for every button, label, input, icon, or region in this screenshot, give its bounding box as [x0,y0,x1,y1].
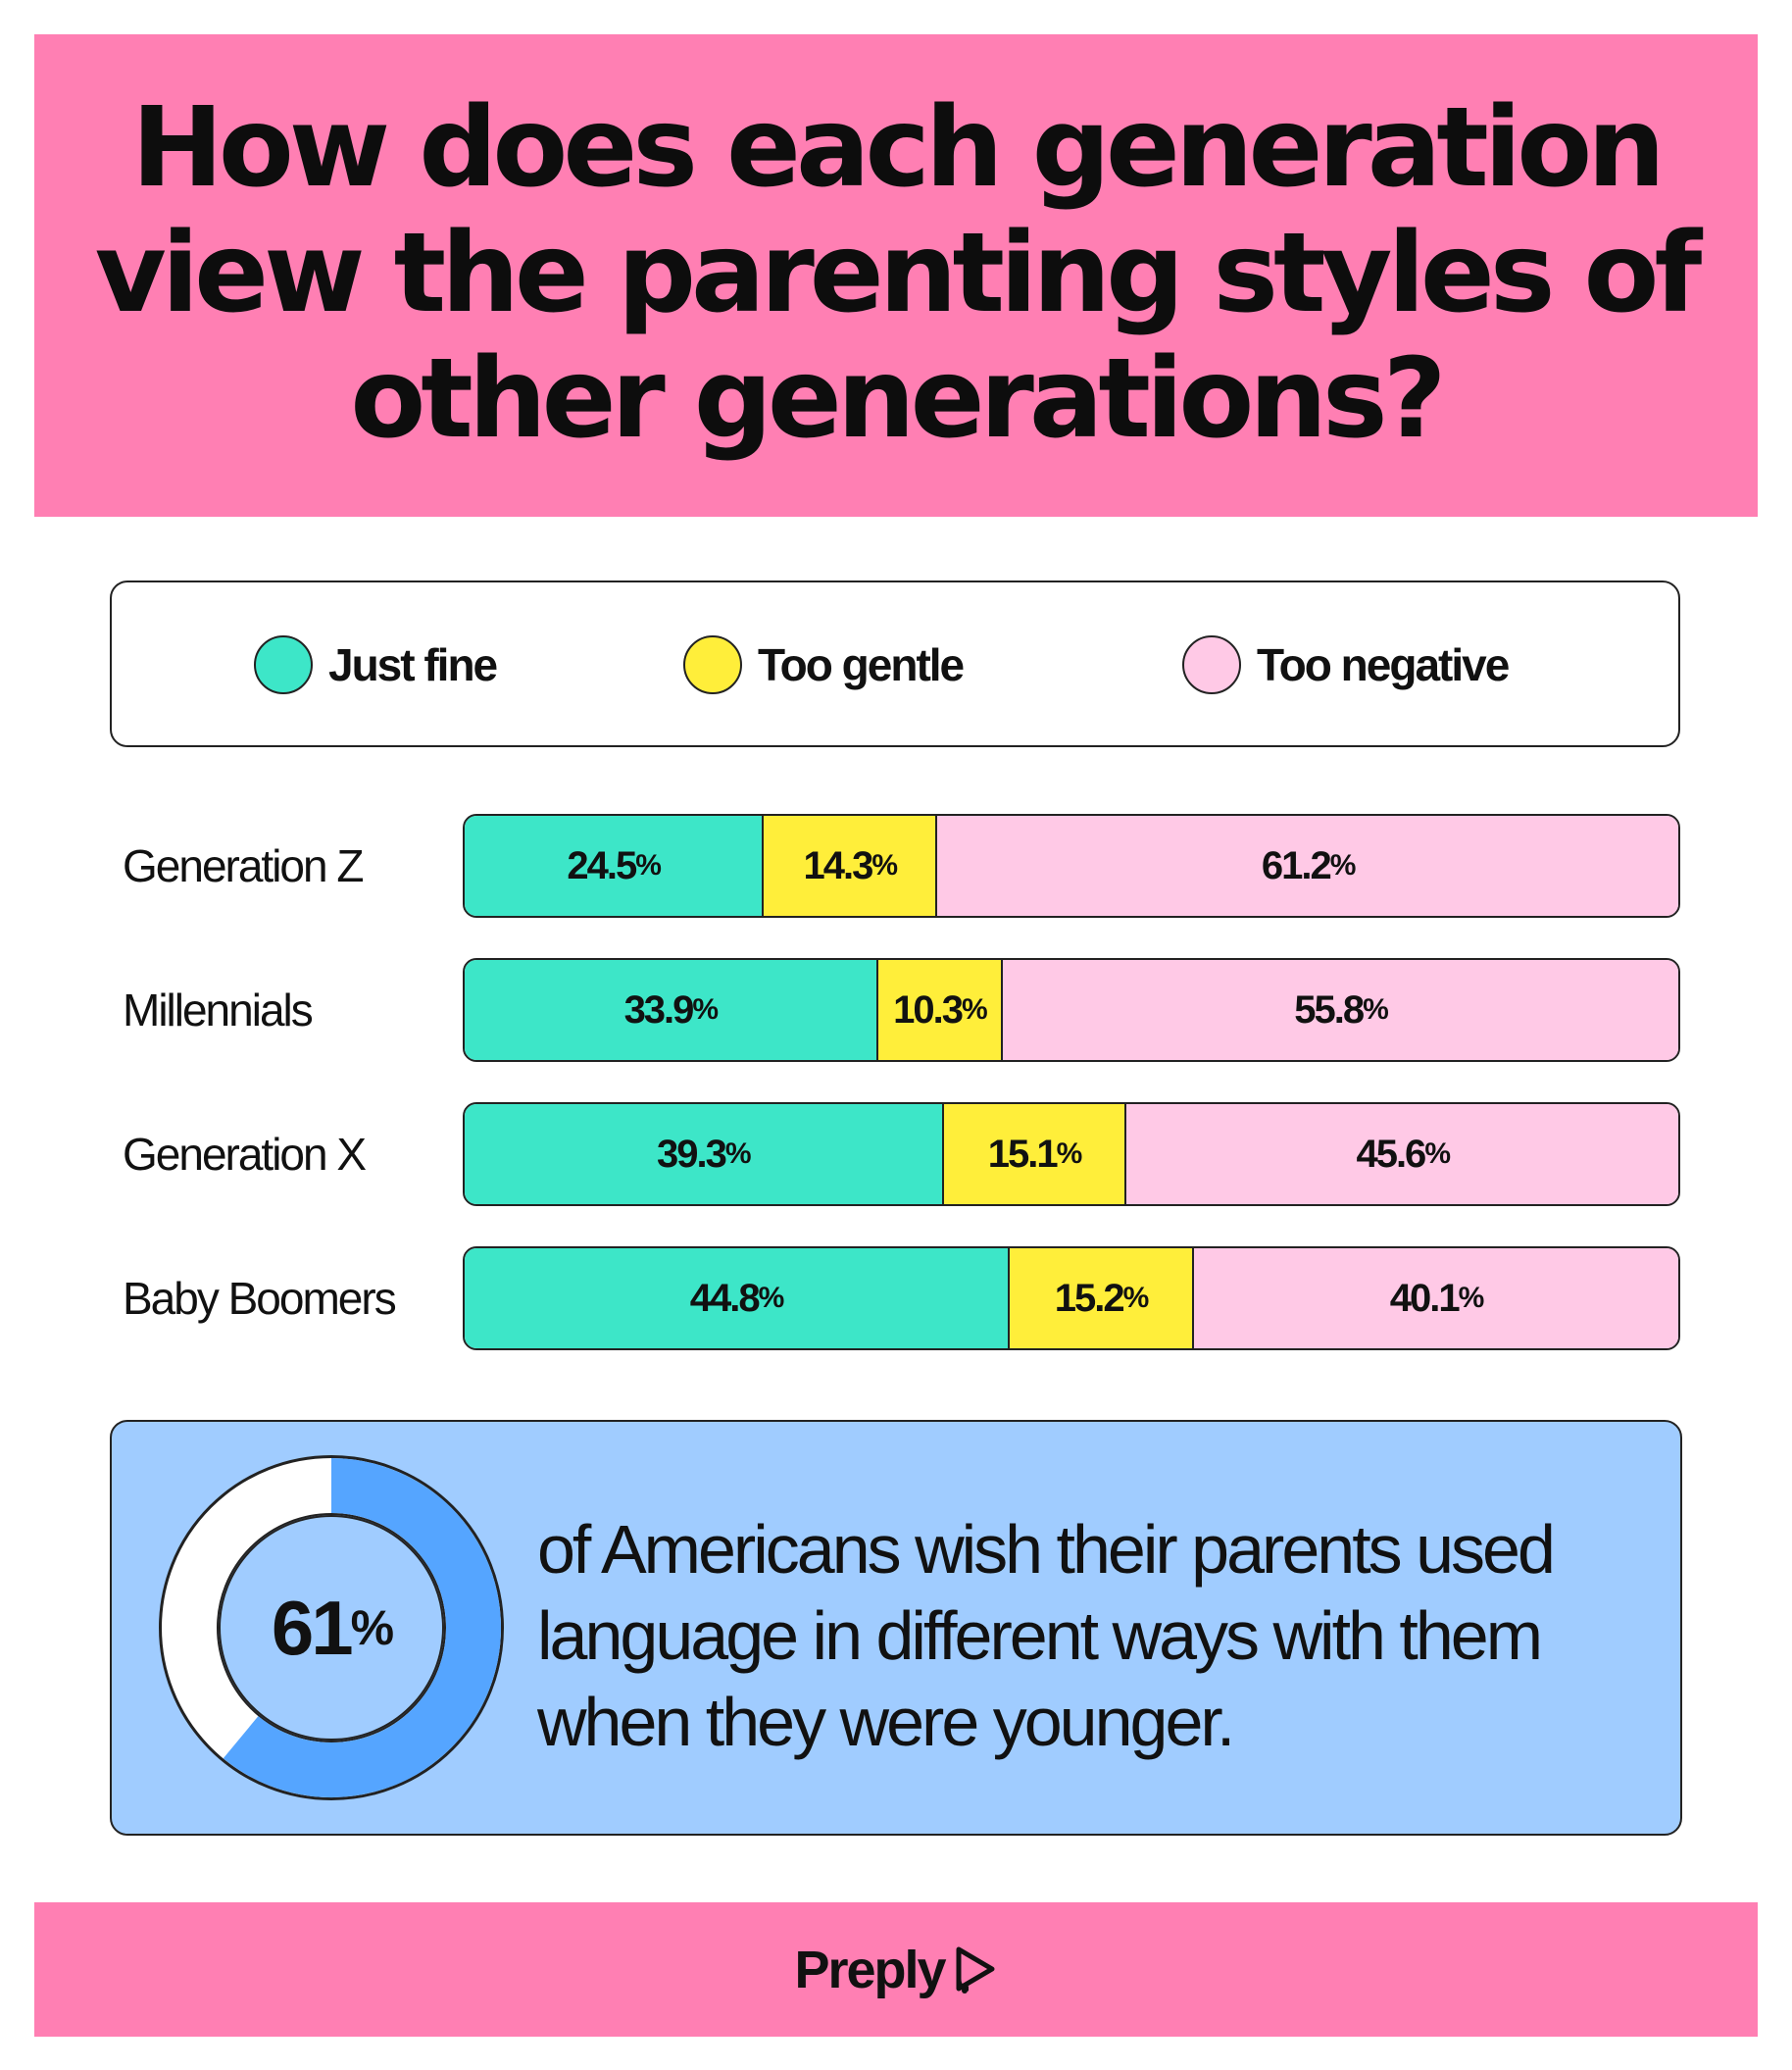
donut-hole [219,1515,444,1741]
donut-outer-border [159,1455,504,1800]
data-label: 14.3 [803,843,874,887]
row-label-baby-boomers: Baby Boomers [123,1273,397,1324]
data-label-unit: % [758,1282,785,1314]
data-label: 33.9 [623,987,695,1032]
legend-swatch-just-fine [254,635,313,694]
page-title: How does each generation view the parent… [94,84,1702,463]
data-label-unit: % [1458,1282,1485,1314]
bar-generation-z: 24.5% 14.3% 61.2% [463,814,1680,918]
bar-segment-just-fine: 33.9% [465,960,876,1060]
legend-item-too-negative: Too negative [1182,633,1510,696]
bar-segment-too-gentle: 10.3% [875,960,1002,1060]
legend-label-just-fine: Just fine [328,639,498,690]
data-label-unit: % [1363,993,1389,1026]
row-label-generation-z: Generation Z [123,840,364,891]
bar-segment-too-gentle: 15.1% [941,1104,1125,1204]
header-banner: How does each generation view the parent… [34,34,1758,517]
bar-segment-too-negative: 40.1% [1192,1248,1678,1348]
callout-text: of Americans wish their parents used lan… [537,1511,1556,1760]
bar-segment-just-fine: 24.5% [465,816,763,916]
legend-label-too-gentle: Too gentle [758,639,965,690]
legend-item-too-gentle: Too gentle [683,633,965,696]
row-label-generation-x: Generation X [123,1129,367,1180]
bar-segment-too-negative: 55.8% [1001,960,1678,1060]
donut-chart [159,1455,504,1800]
donut-value-unit: % [350,1600,395,1655]
bar-segment-too-negative: 45.6% [1124,1104,1678,1204]
bar-segment-just-fine: 44.8% [465,1248,1009,1348]
bar-segment-too-gentle: 15.2% [1008,1248,1193,1348]
data-label: 24.5 [567,843,637,887]
legend-label-too-negative: Too negative [1257,639,1510,690]
data-label: 15.1 [987,1132,1059,1176]
donut-value-segment [223,1458,501,1797]
callout-box: 61% of Americans wish their parents used… [110,1420,1682,1836]
bar-baby-boomers: 44.8% 15.2% 40.1% [463,1246,1680,1350]
row-label-millennials: Millennials [123,985,314,1035]
bar-segment-too-gentle: 14.3% [762,816,936,916]
donut-value: 61% [159,1455,504,1800]
data-label-unit: % [635,849,662,882]
data-label-unit: % [724,1137,752,1170]
legend: Just fine Too gentle Too negative [110,581,1680,747]
data-label-unit: % [1122,1282,1150,1314]
data-label-unit: % [1424,1137,1451,1170]
brand-name: Preply [794,1940,946,1999]
data-label: 40.1 [1389,1276,1461,1320]
data-label-unit: % [962,993,988,1026]
bar-segment-just-fine: 39.3% [465,1104,942,1204]
data-label: 10.3 [893,987,964,1032]
data-label: 61.2 [1261,843,1332,887]
legend-swatch-too-gentle [683,635,742,694]
data-label: 39.3 [656,1132,727,1176]
legend-swatch-too-negative [1182,635,1241,694]
brand: Preply [34,1902,1758,2037]
data-label: 55.8 [1294,987,1365,1032]
data-label-unit: % [871,849,898,882]
donut-value-number: 61 [271,1584,354,1671]
data-label: 44.8 [689,1276,761,1320]
data-label: 15.2 [1054,1276,1125,1320]
data-label-unit: % [1056,1137,1083,1170]
footer-banner: Preply [34,1902,1758,2037]
preply-logo-icon [956,1946,995,1994]
bar-segment-too-negative: 61.2% [935,816,1678,916]
legend-item-just-fine: Just fine [254,633,498,696]
bar-millennials: 33.9% 10.3% 55.8% [463,958,1680,1062]
data-label: 45.6 [1356,1132,1426,1176]
data-label-unit: % [1329,849,1357,882]
bar-generation-x: 39.3% 15.1% 45.6% [463,1102,1680,1206]
data-label-unit: % [692,993,719,1026]
